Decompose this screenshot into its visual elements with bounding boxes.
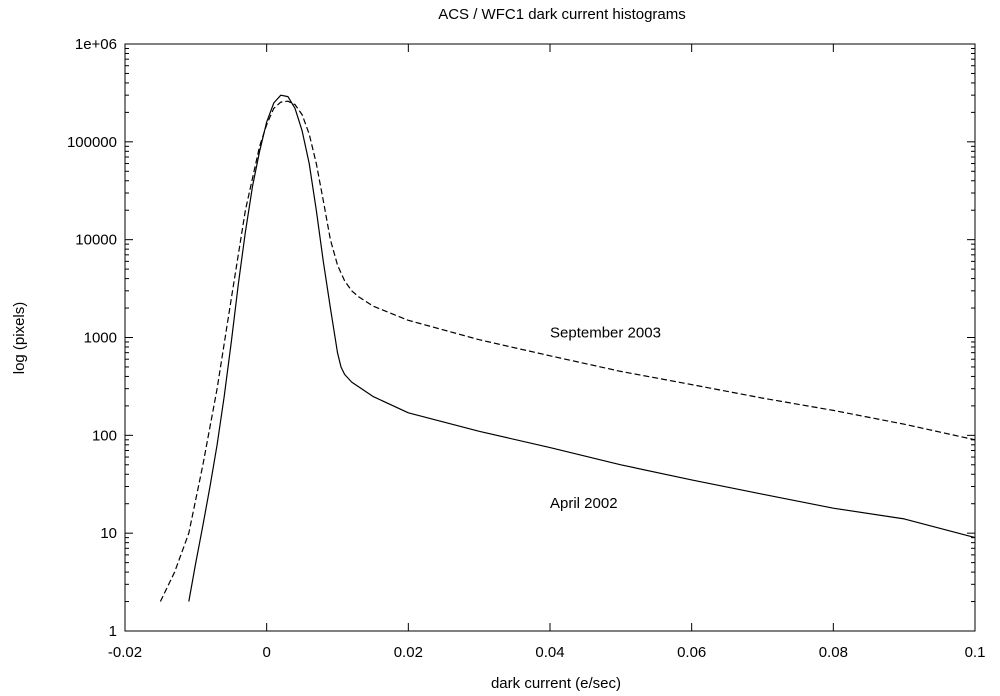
annotation-label-2: April 2002 — [550, 495, 618, 512]
series-layer — [159, 94, 976, 602]
chart-title: ACS / WFC1 dark current histograms — [438, 6, 686, 23]
annotations: September 2003 April 2002 — [550, 325, 661, 513]
y-tick-label: 10 — [100, 525, 117, 542]
x-tick-label: 0.1 — [965, 644, 986, 661]
x-tick-label: 0.02 — [394, 644, 423, 661]
series-line-2 — [188, 94, 976, 602]
y-axis-label: log (pixels) — [11, 302, 28, 375]
x-tick-label: 0.06 — [677, 644, 706, 661]
x-tick-label: 0.08 — [819, 644, 848, 661]
y-tick-label: 10000 — [75, 232, 117, 249]
y-tick-label: 100 — [92, 427, 117, 444]
y-tick-label: 1000 — [84, 330, 117, 347]
axis-ticks: -0.02 0 0.02 0.04 0.06 0.08 0.1 1 10 100 1000 10000… — [67, 36, 985, 661]
y-tick-label: 1 — [109, 623, 117, 640]
y-tick-label: 100000 — [67, 134, 117, 151]
x-tick-label: -0.02 — [108, 644, 142, 661]
y-tick-label: 1e+06 — [75, 36, 117, 53]
x-axis-label: dark current (e/sec) — [491, 675, 621, 692]
x-tick-label: 0.04 — [535, 644, 564, 661]
annotation-label-1: September 2003 — [550, 325, 661, 342]
x-tick-label: 0 — [262, 644, 270, 661]
series-line-1 — [159, 100, 976, 602]
